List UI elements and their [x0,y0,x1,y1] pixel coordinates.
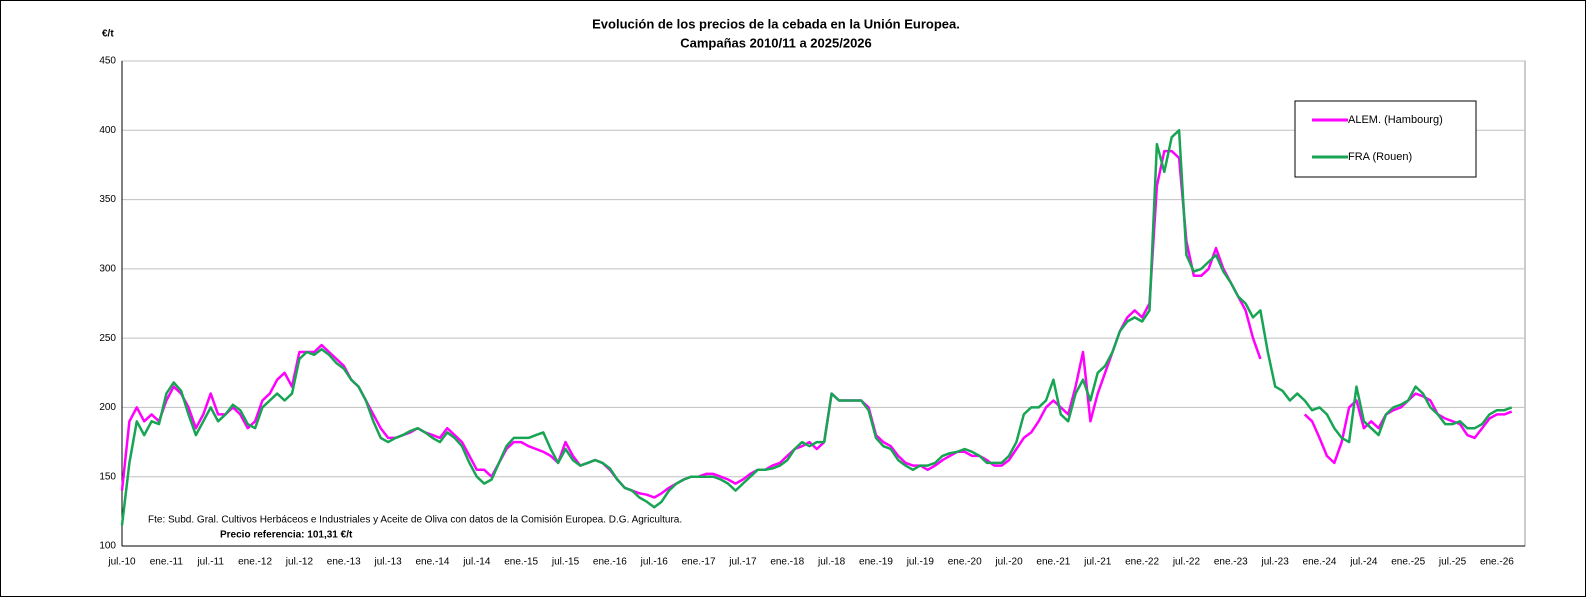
x-tick-label: ene.-13 [327,557,361,568]
x-tick-label: jul.-20 [994,557,1023,568]
x-tick-label: ene.-12 [238,557,272,568]
x-tick-label: jul.-14 [462,557,491,568]
x-tick-label: jul.-24 [1349,557,1378,568]
chart-title: Evolución de los precios de la cebada en… [592,16,960,31]
x-tick-label: jul.-23 [1261,557,1290,568]
x-tick-label: ene.-18 [770,557,804,568]
x-tick-label: jul.-10 [107,557,136,568]
reference-price: Precio referencia: 101,31 €/t [220,530,353,541]
y-tick-label: 300 [99,263,116,274]
x-tick-label: jul.-12 [285,557,314,568]
x-tick-label: ene.-14 [416,557,450,568]
x-tick-label: ene.-16 [593,557,627,568]
x-tick-label: jul.-21 [1083,557,1112,568]
x-tick-label: ene.-21 [1036,557,1070,568]
x-tick-label: ene.-20 [948,557,982,568]
x-tick-label: ene.-26 [1480,557,1514,568]
y-tick-label: 100 [99,541,116,552]
x-tick-label: jul.-19 [906,557,935,568]
x-tick-label: jul.-11 [196,557,224,568]
x-tick-label: ene.-17 [682,557,716,568]
x-tick-label: jul.-25 [1438,557,1467,568]
x-tick-label: ene.-11 [150,557,184,568]
x-tick-label: ene.-22 [1125,557,1159,568]
legend-label: ALEM. (Hambourg) [1348,114,1443,126]
legend-box [1294,100,1477,178]
x-tick-label: jul.-17 [728,557,757,568]
legend-label: FRA (Rouen) [1348,151,1412,163]
y-tick-label: 450 [99,56,116,67]
y-axis-label: €/t [102,29,114,40]
x-tick-label: ene.-24 [1303,557,1337,568]
x-tick-label: jul.-18 [817,557,846,568]
source-note: Fte: Subd. Gral. Cultivos Herbáceos e In… [148,515,682,526]
series-line [120,129,1513,526]
x-tick-label: ene.-23 [1214,557,1248,568]
x-tick-label: jul.-22 [1172,557,1201,568]
y-tick-label: 250 [99,333,116,344]
y-tick-label: 350 [99,194,116,205]
x-tick-label: jul.-15 [551,557,580,568]
x-tick-label: jul.-13 [373,557,402,568]
x-tick-label: ene.-19 [859,557,893,568]
chart-title: Campañas 2010/11 a 2025/2026 [680,35,872,50]
x-tick-label: ene.-15 [504,557,538,568]
y-tick-label: 400 [99,125,116,136]
y-tick-label: 200 [99,402,116,413]
x-tick-label: jul.-16 [640,557,669,568]
y-tick-label: 150 [99,471,116,482]
x-tick-label: ene.-25 [1391,557,1425,568]
